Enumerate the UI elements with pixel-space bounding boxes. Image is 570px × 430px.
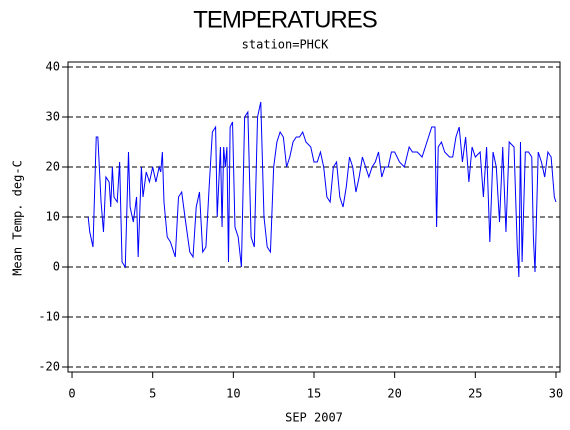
y-tick-label: 30 [46,110,60,124]
chart-subtitle: station=PHCK [242,38,329,52]
y-tick-label: 20 [46,160,60,174]
y-axis-label: Mean Temp. deg-C [11,160,25,276]
y-tick-label: 10 [46,210,60,224]
x-tick-label: 5 [149,387,156,401]
temperature-line [87,101,557,278]
x-tick-label: 30 [549,387,563,401]
x-tick-label: 20 [387,387,401,401]
x-axis-label: SEP 2007 [285,411,343,425]
x-tick-label: 10 [226,387,240,401]
x-tick-label: 15 [307,387,321,401]
y-tick-label: 0 [53,260,60,274]
y-tick-label: 40 [46,60,60,74]
chart-title: TEMPERATURES [193,6,377,33]
y-tick-label: -20 [38,360,60,374]
x-tick-label: 25 [468,387,482,401]
x-tick-label: 0 [68,387,75,401]
y-tick-label: -10 [38,310,60,324]
